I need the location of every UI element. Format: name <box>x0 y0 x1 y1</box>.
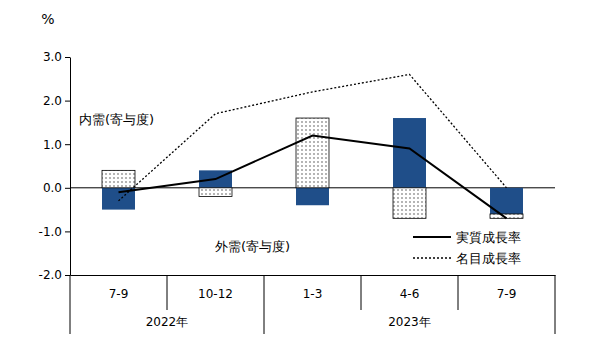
legend-label: 名目成長率 <box>456 251 521 266</box>
x-axis-line <box>71 275 556 276</box>
x-tick-label: 10-12 <box>198 287 233 301</box>
line <box>119 74 507 200</box>
legend-label: 実質成長率 <box>456 230 521 245</box>
x-tick: 7-9 <box>109 275 129 301</box>
y-tick: 3.0 <box>43 50 70 64</box>
y-tick-mark <box>65 275 70 276</box>
series-annotation: 外需(寄与度) <box>215 239 290 254</box>
legend-swatch <box>413 257 451 258</box>
x-group-label: 2023年 <box>388 315 431 329</box>
y-tick-label: -1.0 <box>39 225 62 239</box>
x-tick: 10-12 <box>198 275 233 301</box>
bar <box>296 188 329 205</box>
x-tick: 4-6 <box>400 275 420 301</box>
y-axis: -2.0 -1.0 0.0 1.0 2.0 3.0 <box>39 50 71 282</box>
plot-area <box>70 74 555 218</box>
y-tick-mark <box>65 231 70 232</box>
y-axis-line <box>70 58 71 276</box>
legend: 実質成長率名目成長率 <box>413 230 521 266</box>
x-tick-label: 7-9 <box>109 287 129 301</box>
y-tick-mark <box>65 188 70 189</box>
bar <box>393 118 426 188</box>
y-axis-label: % <box>41 11 54 27</box>
y-tick-label: 0.0 <box>43 181 62 195</box>
y-tick-label: -2.0 <box>39 268 62 282</box>
x-tick: 7-9 <box>497 275 517 301</box>
x-separator <box>361 275 362 310</box>
chart: % -2.0 -1.0 0.0 1.0 2.0 3.0 7-9 10-12 1-3 4-6 7-9 20… <box>0 0 605 361</box>
x-separator <box>167 275 168 310</box>
x-separator <box>458 275 459 310</box>
y-tick: 1.0 <box>43 138 70 152</box>
y-tick: 2.0 <box>43 94 70 108</box>
bar <box>296 118 329 188</box>
bar <box>393 188 426 219</box>
bar <box>199 188 232 197</box>
y-tick-mark <box>65 144 70 145</box>
y-tick-mark <box>65 101 70 102</box>
x-tick-label: 1-3 <box>303 287 323 301</box>
y-tick-label: 3.0 <box>43 50 62 64</box>
x-axis: 7-9 10-12 1-3 4-6 7-9 <box>71 275 556 301</box>
x-separators <box>70 275 555 334</box>
y-tick-label: 2.0 <box>43 94 62 108</box>
x-separator <box>555 275 556 334</box>
y-tick-mark <box>65 57 70 58</box>
y-tick: -2.0 <box>39 268 70 282</box>
y-tick: -1.0 <box>39 225 70 239</box>
x-separator <box>70 275 71 334</box>
x-tick: 1-3 <box>303 275 323 301</box>
x-tick-label: 4-6 <box>400 287 420 301</box>
legend-swatch <box>413 236 451 238</box>
bar <box>102 170 135 187</box>
y-tick-label: 1.0 <box>43 138 62 152</box>
y-tick: 0.0 <box>43 181 70 195</box>
series-annotation: 内需(寄与度) <box>79 112 154 127</box>
x-tick-label: 7-9 <box>497 287 517 301</box>
x-group-label: 2022年 <box>146 315 189 329</box>
x-separator <box>264 275 265 334</box>
line <box>119 135 507 218</box>
